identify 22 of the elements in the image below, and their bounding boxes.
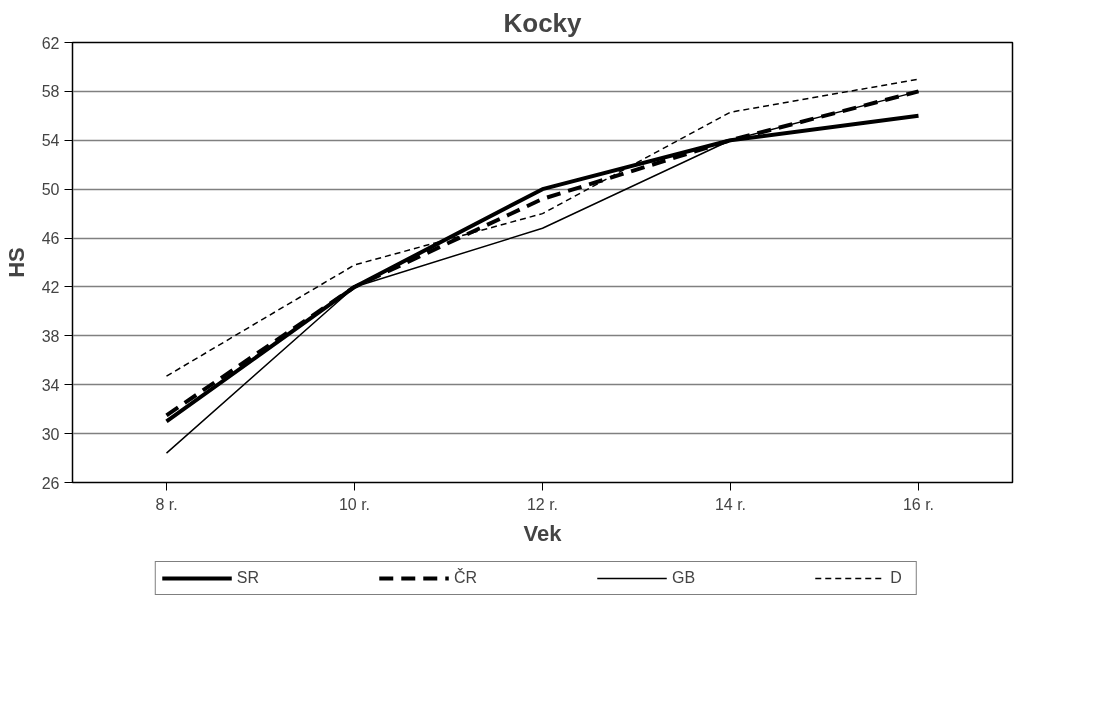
y-tick-label: 38 (41, 327, 60, 345)
x-tick-label: 14 r. (714, 495, 747, 513)
y-axis-title: HS (3, 247, 29, 278)
legend-label: ČR (454, 569, 478, 587)
y-tick-label: 62 (41, 34, 60, 52)
x-tick-label: 12 r. (526, 495, 559, 513)
y-tick-label: 50 (41, 181, 60, 199)
y-tick-label: 46 (41, 230, 60, 248)
y-tick-label: 42 (41, 278, 60, 296)
x-tick-label: 10 r. (338, 495, 371, 513)
y-tick-label: 30 (41, 425, 60, 443)
chart-title: Kocky (503, 7, 583, 38)
legend-label: D (890, 569, 903, 587)
y-tick-label: 54 (41, 132, 60, 150)
x-axis-title: Vek (523, 520, 563, 546)
x-tick-label: 16 r. (902, 495, 935, 513)
y-tick-label: 34 (41, 376, 60, 394)
x-tick-label: 8 r. (155, 495, 178, 513)
y-tick-label: 26 (41, 474, 60, 492)
y-tick-label: 58 (41, 83, 60, 101)
legend-label: SR (236, 569, 259, 587)
legend-label: GB (672, 569, 696, 587)
